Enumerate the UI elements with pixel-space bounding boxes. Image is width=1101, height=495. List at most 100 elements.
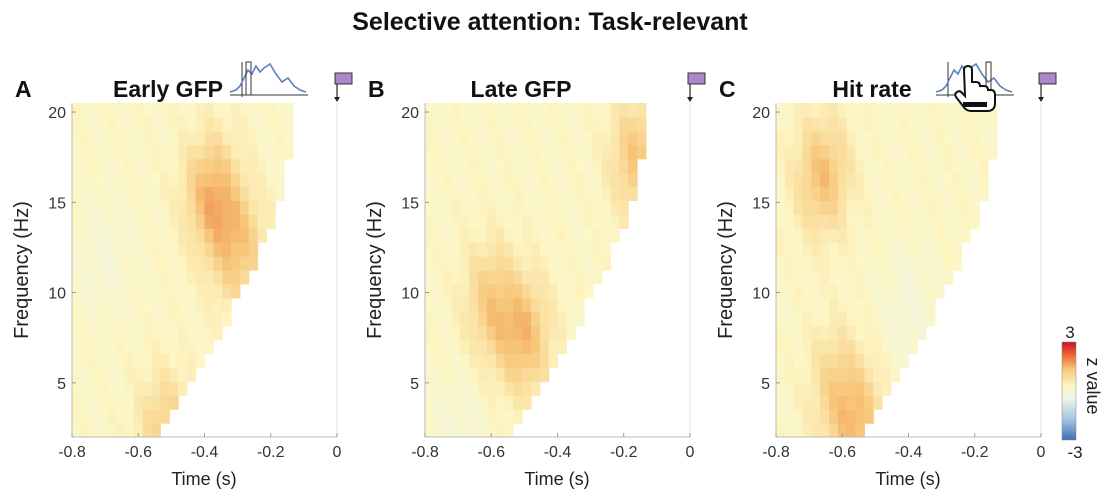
heatmap-cell [142,353,153,369]
heatmap-cell [557,311,567,327]
heatmap-cell [522,130,532,146]
heatmap-cell [486,158,497,174]
heatmap-cell [169,144,179,160]
heatmap-cell [425,228,435,243]
heatmap-cell [873,158,883,174]
heatmap-cell [495,367,506,382]
heatmap-cell [522,270,532,285]
heatmap-cell [151,381,161,396]
heatmap-cell [890,256,901,271]
heatmap-cell [899,116,910,132]
heatmap-cell [548,228,559,243]
heatmap-cell [811,130,821,146]
heatmap-cell [486,116,497,132]
heatmap-cell [601,103,612,118]
figure-title: Selective attention: Task-relevant [352,8,748,36]
heatmap-cell [837,409,848,424]
heatmap-cell [829,381,839,396]
heatmap-cell [160,228,170,243]
heatmap-cell [142,256,153,271]
heatmap-cell [575,297,585,313]
heatmap-cell [776,283,786,299]
heatmap-cell [943,186,954,202]
colorbar-gradient [1061,341,1077,441]
heatmap-cell [548,283,559,299]
heatmap-cell [239,130,250,146]
heatmap-cell [80,297,91,313]
heatmap-cell [855,214,865,229]
heatmap-cell [935,116,945,132]
heatmap-cell [72,200,82,215]
heatmap-cell [239,256,250,271]
heatmap-cell [575,186,585,202]
heatmap-cell [460,423,470,438]
heatmap-cell [186,297,197,313]
heatmap-cell [917,311,927,327]
heatmap-cell [125,214,135,229]
heatmap-cell [451,200,461,215]
heatmap-cell [151,353,161,369]
heatmap-cell [592,214,603,229]
heatmap-cell [204,200,214,215]
heatmap-cell [133,367,144,382]
heatmap-cell [460,214,470,229]
heatmap-cell [548,339,559,355]
heatmap-cell [513,103,523,118]
heatmap-cell [935,214,945,229]
heatmap-cell [776,270,786,285]
heatmap-cell [873,395,883,410]
x-tick-label: 0 [686,444,695,461]
heatmap-cell [628,186,638,202]
heatmap-cell [873,200,883,215]
heatmap-cell [133,423,144,438]
heatmap-cell [478,200,488,215]
heatmap-cell [557,214,567,229]
heatmap-cell [917,200,927,215]
heatmap-cell [837,256,848,271]
heatmap-cell [619,144,629,160]
heatmap-cell [107,423,117,438]
heatmap-cell [460,325,470,341]
heatmap-cell [504,353,514,369]
heatmap-cell [864,130,874,146]
heatmap-cell [160,186,170,202]
heatmap-cell [133,116,144,132]
heatmap-cell [776,116,786,132]
heatmap-cell [873,116,883,132]
heatmap-cell [275,116,285,132]
heatmap-cell [873,144,883,160]
heatmap-cell [89,381,100,396]
heatmap-cell [899,186,910,202]
heatmap-cell [266,116,276,132]
heatmap-cell [469,103,479,118]
heatmap-cell [425,242,435,257]
heatmap-cell [820,297,830,313]
heatmap-cell [837,186,848,202]
heatmap-cell [855,228,865,243]
heatmap-cell [116,409,126,424]
heatmap-cell [846,311,857,327]
heatmap-cell [864,103,874,118]
heatmap-cell [793,103,804,118]
heatmap-cell [222,270,232,285]
heatmap-cell [837,144,848,160]
heatmap-cell [539,242,550,257]
y-tick-label: 20 [48,105,66,122]
heatmap-cell [979,186,989,202]
x-tick-label: -0.4 [895,444,923,461]
heatmap-cell [531,103,541,118]
heatmap-cell [575,144,585,160]
heatmap-cell [935,130,945,146]
x-tick-label: -0.2 [610,444,638,461]
heatmap-cell [469,339,479,355]
heatmap-cell [248,200,259,215]
heatmap-cell [890,270,901,285]
heatmap-cell [495,144,506,160]
heatmap-cell [539,297,550,313]
heatmap-cell [793,325,804,341]
heatmap-cell [186,339,197,355]
heatmap-cell [478,325,488,341]
heatmap-cell [133,395,144,410]
heatmap-cell [195,297,206,313]
heatmap-cell [873,297,883,313]
